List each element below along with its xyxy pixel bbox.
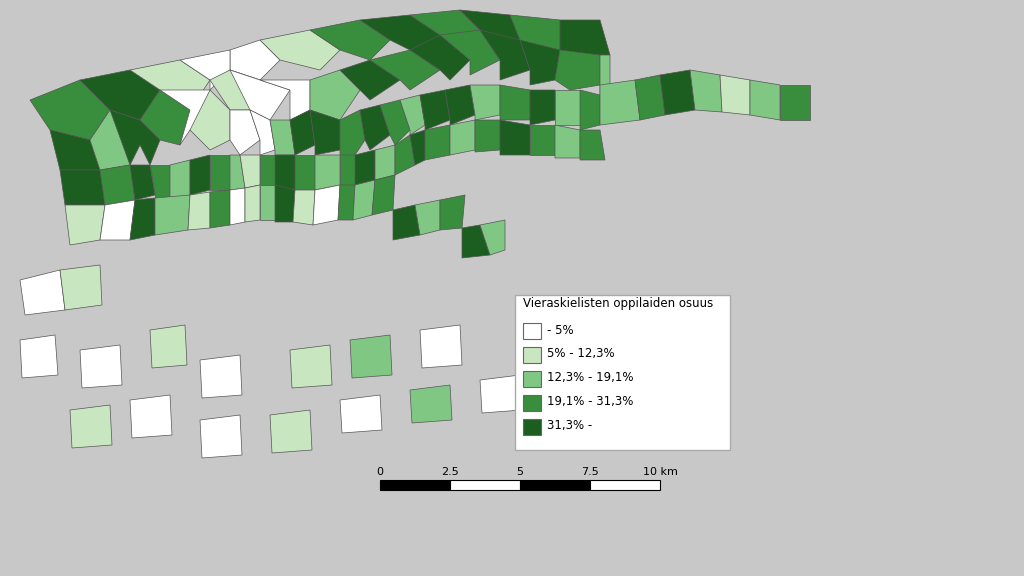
- Polygon shape: [580, 130, 605, 160]
- Polygon shape: [410, 385, 452, 423]
- Polygon shape: [230, 40, 280, 80]
- Polygon shape: [230, 70, 290, 120]
- Polygon shape: [560, 20, 610, 60]
- Polygon shape: [70, 405, 112, 448]
- Polygon shape: [240, 155, 260, 188]
- Polygon shape: [355, 150, 375, 185]
- Polygon shape: [720, 75, 750, 115]
- Polygon shape: [190, 90, 230, 150]
- Polygon shape: [370, 50, 440, 90]
- Polygon shape: [245, 185, 260, 222]
- Bar: [523, 371, 541, 387]
- Polygon shape: [210, 190, 230, 228]
- Polygon shape: [210, 70, 260, 110]
- Polygon shape: [100, 200, 135, 240]
- Bar: [450, 480, 520, 490]
- Text: 2.5: 2.5: [441, 467, 459, 477]
- Polygon shape: [690, 70, 722, 112]
- Bar: [523, 395, 541, 411]
- Polygon shape: [410, 130, 425, 165]
- Polygon shape: [372, 175, 395, 215]
- Bar: [380, 480, 450, 490]
- Polygon shape: [780, 85, 810, 120]
- Polygon shape: [600, 55, 610, 95]
- Polygon shape: [20, 335, 58, 378]
- Text: 31,3% -: 31,3% -: [547, 419, 592, 433]
- Bar: [590, 480, 660, 490]
- Polygon shape: [450, 120, 475, 155]
- Polygon shape: [20, 270, 65, 315]
- Polygon shape: [275, 155, 295, 190]
- Polygon shape: [440, 30, 500, 75]
- Bar: [520, 480, 590, 490]
- Polygon shape: [350, 335, 392, 378]
- Polygon shape: [180, 50, 230, 90]
- Polygon shape: [293, 190, 315, 225]
- Polygon shape: [60, 170, 105, 205]
- Polygon shape: [480, 220, 505, 255]
- Polygon shape: [340, 395, 382, 433]
- Bar: [523, 323, 541, 339]
- Polygon shape: [420, 90, 450, 130]
- Polygon shape: [230, 110, 260, 155]
- Polygon shape: [60, 265, 102, 310]
- Polygon shape: [425, 125, 450, 160]
- Polygon shape: [100, 165, 135, 205]
- Text: 7.5: 7.5: [582, 467, 599, 477]
- Polygon shape: [310, 70, 360, 120]
- Polygon shape: [338, 185, 355, 220]
- Polygon shape: [190, 155, 210, 195]
- Polygon shape: [340, 155, 355, 185]
- Polygon shape: [90, 110, 140, 170]
- Polygon shape: [580, 90, 600, 130]
- Polygon shape: [360, 105, 390, 150]
- Polygon shape: [260, 155, 275, 185]
- Polygon shape: [188, 192, 210, 230]
- Bar: [515, 295, 730, 450]
- Polygon shape: [155, 195, 190, 235]
- Polygon shape: [290, 110, 315, 155]
- Polygon shape: [555, 50, 600, 90]
- Polygon shape: [360, 15, 440, 55]
- Polygon shape: [500, 120, 530, 155]
- Polygon shape: [530, 125, 555, 155]
- Polygon shape: [230, 155, 245, 190]
- Polygon shape: [410, 10, 480, 50]
- Text: 0: 0: [377, 467, 384, 477]
- Polygon shape: [150, 165, 170, 200]
- Polygon shape: [315, 155, 340, 190]
- Polygon shape: [170, 160, 190, 200]
- Polygon shape: [510, 15, 560, 55]
- Polygon shape: [475, 120, 500, 152]
- Polygon shape: [310, 110, 340, 155]
- Polygon shape: [110, 110, 160, 165]
- Polygon shape: [290, 345, 332, 388]
- Polygon shape: [660, 70, 695, 115]
- Polygon shape: [460, 10, 520, 55]
- Polygon shape: [80, 345, 122, 388]
- Polygon shape: [415, 200, 440, 235]
- Polygon shape: [420, 325, 462, 368]
- Polygon shape: [260, 30, 340, 70]
- Polygon shape: [462, 225, 490, 258]
- Polygon shape: [200, 415, 242, 458]
- Polygon shape: [400, 95, 425, 135]
- Polygon shape: [150, 325, 187, 368]
- Polygon shape: [380, 100, 410, 145]
- Polygon shape: [393, 205, 420, 240]
- Polygon shape: [295, 155, 315, 190]
- Bar: [523, 419, 541, 435]
- Polygon shape: [30, 80, 110, 140]
- Polygon shape: [555, 125, 580, 158]
- Polygon shape: [500, 85, 530, 120]
- Polygon shape: [470, 85, 500, 120]
- Polygon shape: [353, 180, 375, 220]
- Polygon shape: [480, 30, 530, 80]
- Polygon shape: [520, 40, 560, 85]
- Polygon shape: [130, 198, 155, 240]
- Polygon shape: [340, 60, 400, 100]
- Polygon shape: [260, 185, 275, 220]
- Polygon shape: [750, 80, 780, 120]
- Polygon shape: [160, 90, 210, 145]
